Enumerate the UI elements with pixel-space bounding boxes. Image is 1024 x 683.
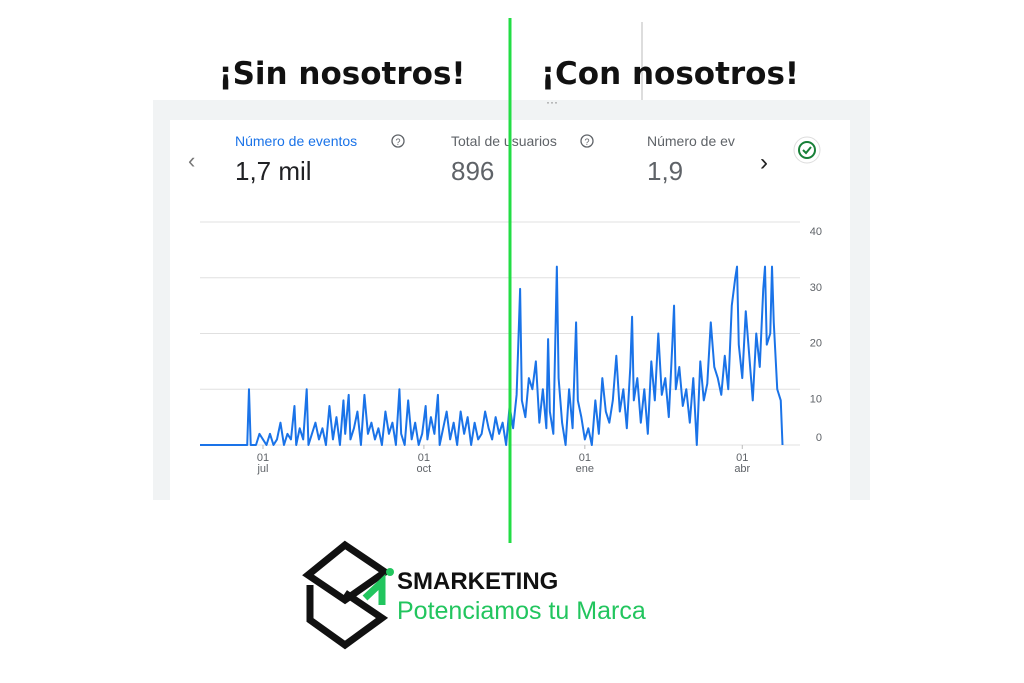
check-badge: [793, 136, 821, 164]
check-circle: [798, 141, 816, 159]
metric-label: Total de usuarios: [451, 133, 557, 149]
more-dots: ···: [546, 95, 558, 109]
x-tick-label: 01 abr: [734, 452, 751, 475]
help-icon: [391, 134, 405, 148]
heading-left: ¡Sin nosotros!: [218, 56, 465, 92]
help-q: ?: [395, 137, 400, 147]
next-arrow[interactable]: ›: [760, 149, 768, 176]
brand-name: SMARKETING: [397, 568, 558, 595]
y-tick-label: 10: [810, 393, 822, 405]
check-mark: [802, 146, 812, 155]
help-q: ?: [584, 137, 589, 147]
help-icon: [580, 134, 594, 148]
metric-value: 896: [451, 156, 494, 186]
metric-value: 1,7 mil: [235, 156, 312, 186]
metric-value: 1,9: [647, 156, 683, 186]
brand-tagline: Potenciamos tu Marca: [397, 597, 646, 625]
plot: 0 10 20 30 40: [200, 221, 822, 449]
y-tick-label: 0: [816, 432, 822, 444]
x-tick-label: 01 jul: [256, 452, 270, 475]
y-tick-label: 40: [810, 226, 822, 238]
logo-bottom: [306, 585, 389, 650]
y-tick-label: 20: [810, 338, 822, 350]
x-tick-label: 01 oct: [416, 452, 432, 475]
logo-dot: [386, 568, 394, 576]
prev-arrow[interactable]: ‹: [188, 148, 195, 173]
logo: [302, 540, 394, 650]
heading-right: ¡Con nosotros!: [541, 56, 799, 92]
y-tick-label: 30: [810, 282, 822, 294]
data-line: [200, 265, 784, 446]
x-tick-label: 01 ene: [575, 452, 594, 475]
logo-top: [302, 540, 392, 605]
metric-label: Número de eventos: [235, 133, 357, 149]
metrics: Número de eventos 1,7 mil Total de usuario…: [235, 133, 735, 186]
metric-label: Número de ev: [647, 133, 735, 149]
logo-arrow: [362, 573, 386, 605]
